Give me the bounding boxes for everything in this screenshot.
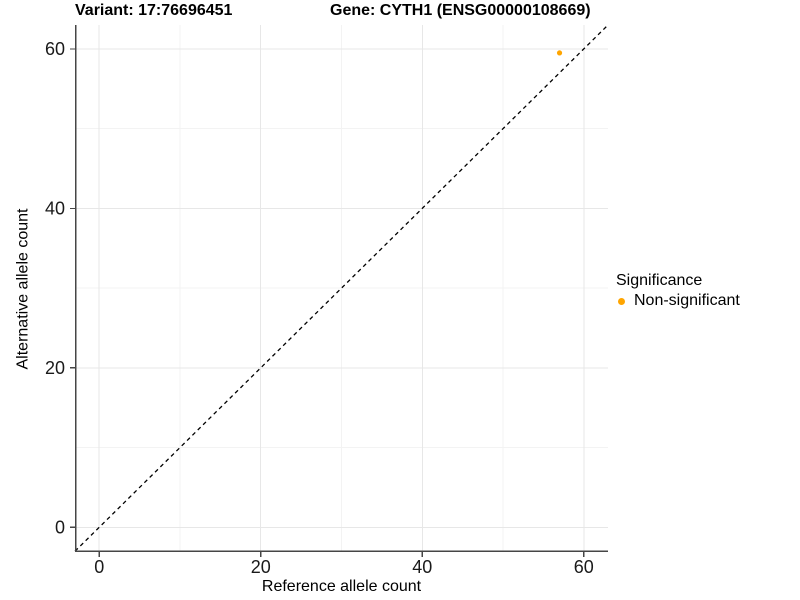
y-tick-label: 0 <box>55 517 65 537</box>
legend-entry: Non-significant <box>615 292 740 310</box>
plot-title-gene: Gene: CYTH1 (ENSG00000108669) <box>330 2 591 19</box>
x-axis-title: Reference allele count <box>261 578 422 595</box>
legend: Significance Non-significant <box>615 272 740 310</box>
plot-panel: 0 20 40 60 0 20 40 60 <box>45 24 609 577</box>
legend-title: Significance <box>616 272 703 289</box>
data-point <box>556 50 563 56</box>
x-tick-label: 20 <box>251 557 271 577</box>
y-tick-label: 20 <box>45 358 65 378</box>
y-axis-title: Alternative allele count <box>14 208 32 370</box>
y-tick-label: 40 <box>45 198 65 218</box>
legend-key-dot-icon <box>618 297 625 305</box>
x-tick-label: 60 <box>574 557 594 577</box>
plot-title-variant: Variant: 17:76696451 <box>75 2 233 19</box>
y-tick-label: 60 <box>45 39 65 59</box>
legend-entry-label: Non-significant <box>634 292 740 309</box>
x-tick-label: 0 <box>94 557 104 577</box>
x-tick-label: 40 <box>412 557 432 577</box>
identity-line <box>74 24 609 552</box>
